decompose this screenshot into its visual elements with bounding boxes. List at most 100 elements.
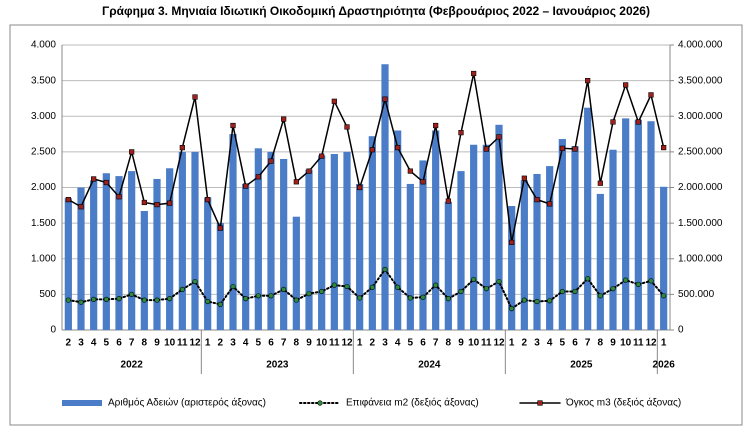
x-tick-label: 8 xyxy=(598,338,604,349)
x-tick-label: 4 xyxy=(547,338,553,349)
x-tick-label: 5 xyxy=(560,338,566,349)
y-tick-label: 2.000 xyxy=(31,182,56,193)
marker xyxy=(597,293,603,299)
marker xyxy=(534,197,540,203)
x-tick-label: 11 xyxy=(177,338,188,349)
marker xyxy=(559,145,565,151)
x-tick-label: 1 xyxy=(205,338,211,349)
marker xyxy=(217,301,223,307)
bar xyxy=(520,180,528,330)
x-tick-label: 1 xyxy=(509,338,515,349)
bar xyxy=(444,201,452,330)
marker xyxy=(103,296,109,302)
bar xyxy=(356,183,364,330)
year-label: 2025 xyxy=(570,360,593,371)
legend-marker xyxy=(317,400,323,406)
year-label: 2026 xyxy=(653,360,676,371)
marker xyxy=(458,130,464,136)
marker xyxy=(78,204,84,210)
x-tick-label: 10 xyxy=(468,338,480,349)
marker xyxy=(65,197,71,203)
y2-tick-label: 3.000.000 xyxy=(678,111,723,122)
legend-label: Όγκος m3 (δεξιός άξονας) xyxy=(565,397,681,409)
chart-frame xyxy=(9,24,743,426)
bar xyxy=(596,193,604,330)
marker xyxy=(483,146,489,152)
x-tick-label: 10 xyxy=(316,338,328,349)
marker xyxy=(129,291,135,297)
year-label: 2024 xyxy=(418,360,441,371)
legend-swatch xyxy=(62,400,102,406)
marker xyxy=(648,92,654,98)
x-tick-label: 5 xyxy=(104,338,110,349)
y-tick-label: 2.500 xyxy=(31,147,56,158)
marker xyxy=(154,202,160,208)
marker xyxy=(217,225,223,231)
x-tick-label: 9 xyxy=(154,338,160,349)
marker xyxy=(255,174,261,180)
bar xyxy=(178,151,186,330)
marker xyxy=(103,179,109,186)
y2-tick-label: 0 xyxy=(678,325,684,336)
marker xyxy=(192,278,198,285)
marker xyxy=(281,286,287,292)
y2-tick-label: 1.000.000 xyxy=(678,253,723,264)
chart-title: Γράφημα 3. Μηνιαία Ιδιωτική Οικοδομική Δ… xyxy=(102,4,650,18)
year-label: 2023 xyxy=(266,360,289,371)
marker xyxy=(141,297,147,303)
marker xyxy=(154,297,160,303)
bar xyxy=(533,173,541,330)
bar xyxy=(571,146,579,330)
marker xyxy=(293,179,299,185)
marker xyxy=(420,294,426,300)
bar xyxy=(128,171,136,330)
x-tick-label: 4 xyxy=(243,338,249,349)
year-label: 2022 xyxy=(121,360,144,371)
x-tick-label: 10 xyxy=(620,338,632,349)
marker xyxy=(635,119,641,125)
x-tick-label: 1 xyxy=(357,338,363,349)
marker xyxy=(534,298,540,305)
y2-tick-label: 2.500.000 xyxy=(678,147,723,158)
marker xyxy=(306,168,312,174)
bar xyxy=(647,121,655,330)
marker xyxy=(610,286,616,292)
bar xyxy=(216,223,224,330)
marker xyxy=(509,306,515,312)
marker xyxy=(344,124,350,130)
bar xyxy=(90,180,98,330)
marker xyxy=(407,168,413,174)
bar xyxy=(204,197,212,330)
x-tick-label: 7 xyxy=(281,338,287,349)
marker xyxy=(116,296,122,302)
marker xyxy=(116,194,122,200)
bar xyxy=(166,168,174,330)
marker xyxy=(661,293,667,299)
bar xyxy=(318,155,326,330)
x-tick-label: 7 xyxy=(585,338,591,349)
x-tick-label: 3 xyxy=(230,338,236,349)
bar xyxy=(191,151,199,330)
x-tick-label: 7 xyxy=(433,338,439,349)
marker xyxy=(471,70,477,77)
bar xyxy=(634,119,642,330)
marker xyxy=(230,283,236,290)
bar xyxy=(394,130,402,330)
x-tick-label: 8 xyxy=(446,338,452,349)
marker xyxy=(521,297,527,303)
bar xyxy=(622,118,630,330)
marker xyxy=(445,296,451,302)
marker xyxy=(610,119,616,125)
marker xyxy=(483,286,489,292)
marker xyxy=(382,266,388,273)
marker xyxy=(407,295,413,301)
x-tick-label: 12 xyxy=(341,338,353,349)
marker xyxy=(382,96,388,102)
x-tick-label: 6 xyxy=(420,338,426,349)
marker xyxy=(179,145,185,151)
marker xyxy=(268,158,274,164)
x-tick-label: 6 xyxy=(572,338,578,349)
bar xyxy=(153,178,161,330)
bar xyxy=(482,144,490,330)
marker xyxy=(496,134,502,140)
